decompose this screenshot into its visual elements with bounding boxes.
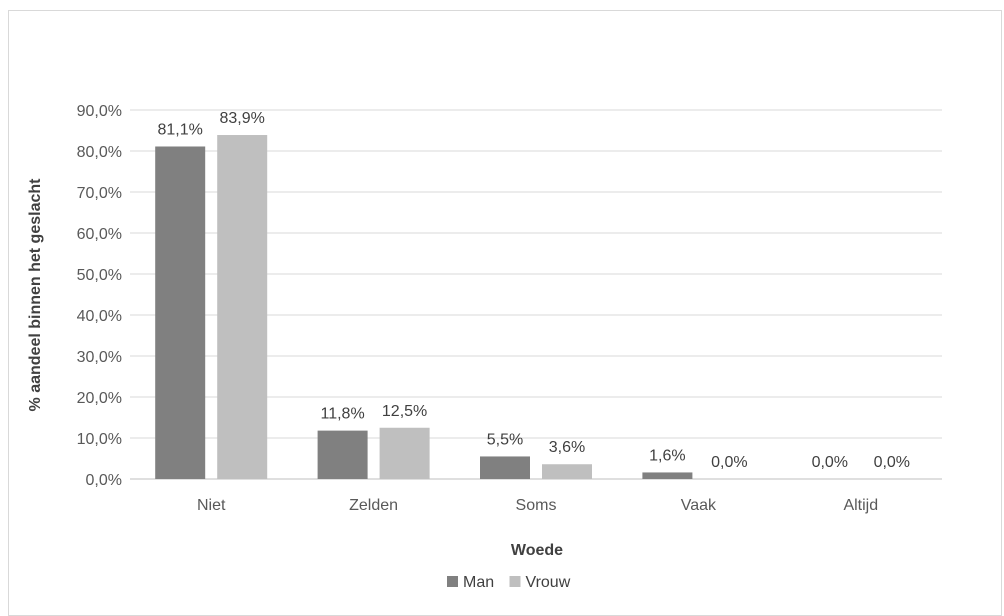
y-tick-label: 90,0% xyxy=(77,103,122,120)
x-tick-label: Soms xyxy=(516,497,557,514)
bar-man-niet xyxy=(155,146,206,480)
data-label: 3,6% xyxy=(549,439,585,456)
y-tick-label: 40,0% xyxy=(77,308,122,325)
data-label: 81,1% xyxy=(158,121,203,138)
y-tick-label: 10,0% xyxy=(77,431,122,448)
x-tick-label: Zelden xyxy=(349,497,398,514)
legend-label: Man xyxy=(463,574,494,591)
y-tick-label: 50,0% xyxy=(77,267,122,284)
legend-swatch xyxy=(509,576,521,587)
bar-man-soms xyxy=(480,456,530,479)
bar-vrouw-zelden xyxy=(379,427,430,479)
data-label: 83,9% xyxy=(220,110,265,127)
x-tick-label: Niet xyxy=(197,497,226,514)
legend-label: Vrouw xyxy=(526,574,571,591)
data-label: 12,5% xyxy=(382,403,427,420)
data-label: 11,8% xyxy=(321,406,365,423)
data-label: 5,5% xyxy=(487,431,523,448)
legend: Man Vrouw xyxy=(447,574,571,591)
y-tick-label: 0,0% xyxy=(86,472,122,489)
bar-man-vaak xyxy=(642,472,693,479)
legend-swatch xyxy=(447,576,458,587)
y-tick-label: 60,0% xyxy=(77,226,122,243)
data-label: 1,6% xyxy=(649,447,685,464)
y-tick-label: 70,0% xyxy=(77,185,122,202)
x-tick-label: Altijd xyxy=(843,497,878,514)
data-label: 0,0% xyxy=(812,454,848,471)
y-axis-title: % aandeel binnen het geslacht xyxy=(27,178,44,412)
bar-man-zelden xyxy=(317,430,368,479)
data-labels: 81,1% 83,9% 11,8% 12,5% 5,5% 3,6% 1,6% 0,0% 0,0%… xyxy=(158,110,911,471)
y-tick-label: 80,0% xyxy=(77,144,122,161)
bars xyxy=(155,135,693,480)
y-tick-label: 20,0% xyxy=(77,390,122,407)
y-axis-ticks: 0,0% 10,0% 20,0% 30,0% 40,0% 50,0% 60,0% 70,0% 8… xyxy=(77,103,122,489)
data-label: 0,0% xyxy=(874,454,910,471)
y-tick-label: 30,0% xyxy=(77,349,122,366)
bar-vrouw-niet xyxy=(217,135,268,479)
x-tick-label: Vaak xyxy=(681,497,717,514)
data-label: 0,0% xyxy=(711,454,747,471)
x-axis-title: Woede xyxy=(511,542,563,559)
bar-vrouw-soms xyxy=(542,464,592,479)
x-axis-ticks: Niet Zelden Soms Vaak Altijd xyxy=(197,497,878,514)
